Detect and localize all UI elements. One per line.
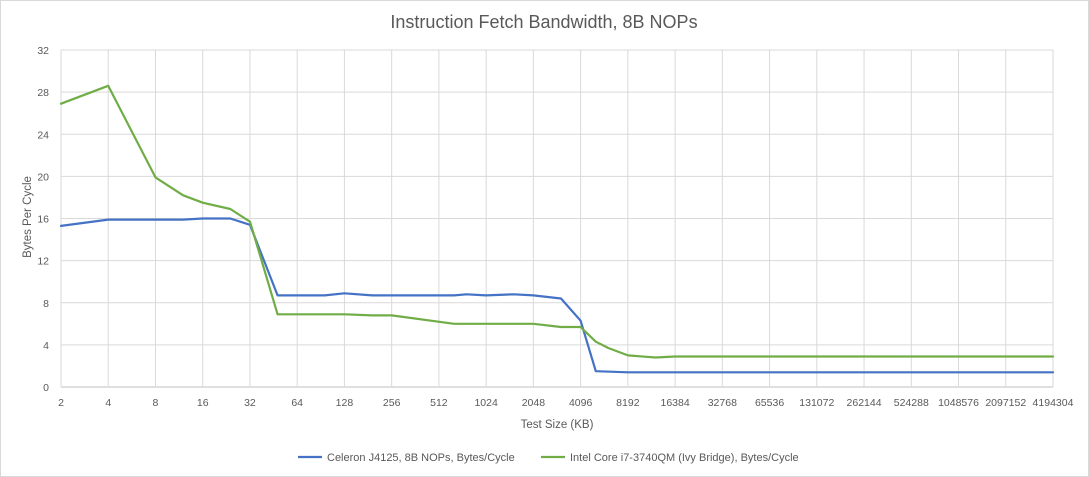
x-tick-label: 262144 — [847, 397, 882, 409]
x-tick-label: 131072 — [799, 397, 834, 409]
x-tick-label: 32 — [244, 397, 256, 409]
x-tick-label: 1048576 — [938, 397, 979, 409]
y-tick-label: 28 — [37, 87, 49, 99]
x-tick-label: 524288 — [894, 397, 929, 409]
x-tick-label: 32768 — [708, 397, 737, 409]
x-tick-label: 8192 — [616, 397, 640, 409]
series-layer — [59, 84, 1055, 374]
x-tick-label: 256 — [383, 397, 401, 409]
x-tick-label: 64 — [291, 397, 303, 409]
y-tick-label: 8 — [43, 298, 49, 310]
x-tick-label: 4 — [105, 397, 111, 409]
x-tick-label: 2 — [58, 397, 64, 409]
legend: Celeron J4125, 8B NOPs, Bytes/Cycle Inte… — [298, 452, 799, 464]
y-tick-label: 4 — [43, 340, 49, 352]
x-gridlines — [60, 50, 1054, 387]
y-tick-label: 16 — [37, 214, 49, 226]
y-gridlines — [61, 49, 1053, 388]
y-axis-title: Bytes Per Cycle — [22, 176, 34, 258]
x-axis-title: Test Size (KB) — [521, 419, 594, 431]
y-tick-label: 0 — [43, 382, 49, 394]
y-axis-ticks: 0 4 8 12 16 20 24 28 32 — [37, 45, 49, 394]
series-line-celeron — [59, 217, 1055, 374]
y-tick-label: 20 — [37, 171, 49, 183]
x-tick-label: 2048 — [522, 397, 546, 409]
x-axis-ticks: 2 4 8 16 32 64 128 256 512 1024 2048 4096 8192 16384 3… — [58, 397, 1074, 409]
x-tick-label: 512 — [430, 397, 448, 409]
y-tick-label: 12 — [37, 256, 49, 268]
y-tick-label: 32 — [37, 45, 49, 57]
x-tick-label: 2097152 — [985, 397, 1026, 409]
x-tick-label: 65536 — [755, 397, 784, 409]
legend-label-intel: Intel Core i7-3740QM (Ivy Bridge), Bytes… — [570, 452, 799, 464]
x-tick-label: 128 — [336, 397, 354, 409]
x-tick-label: 4194304 — [1033, 397, 1074, 409]
x-tick-label: 16384 — [660, 397, 689, 409]
legend-label-celeron: Celeron J4125, 8B NOPs, Bytes/Cycle — [327, 452, 515, 464]
x-tick-label: 4096 — [569, 397, 593, 409]
x-tick-label: 8 — [153, 397, 159, 409]
y-tick-label: 24 — [37, 129, 49, 141]
x-tick-label: 1024 — [474, 397, 498, 409]
x-tick-label: 16 — [197, 397, 209, 409]
series-line-intel — [59, 84, 1055, 359]
chart-title: Instruction Fetch Bandwidth, 8B NOPs — [390, 12, 697, 32]
